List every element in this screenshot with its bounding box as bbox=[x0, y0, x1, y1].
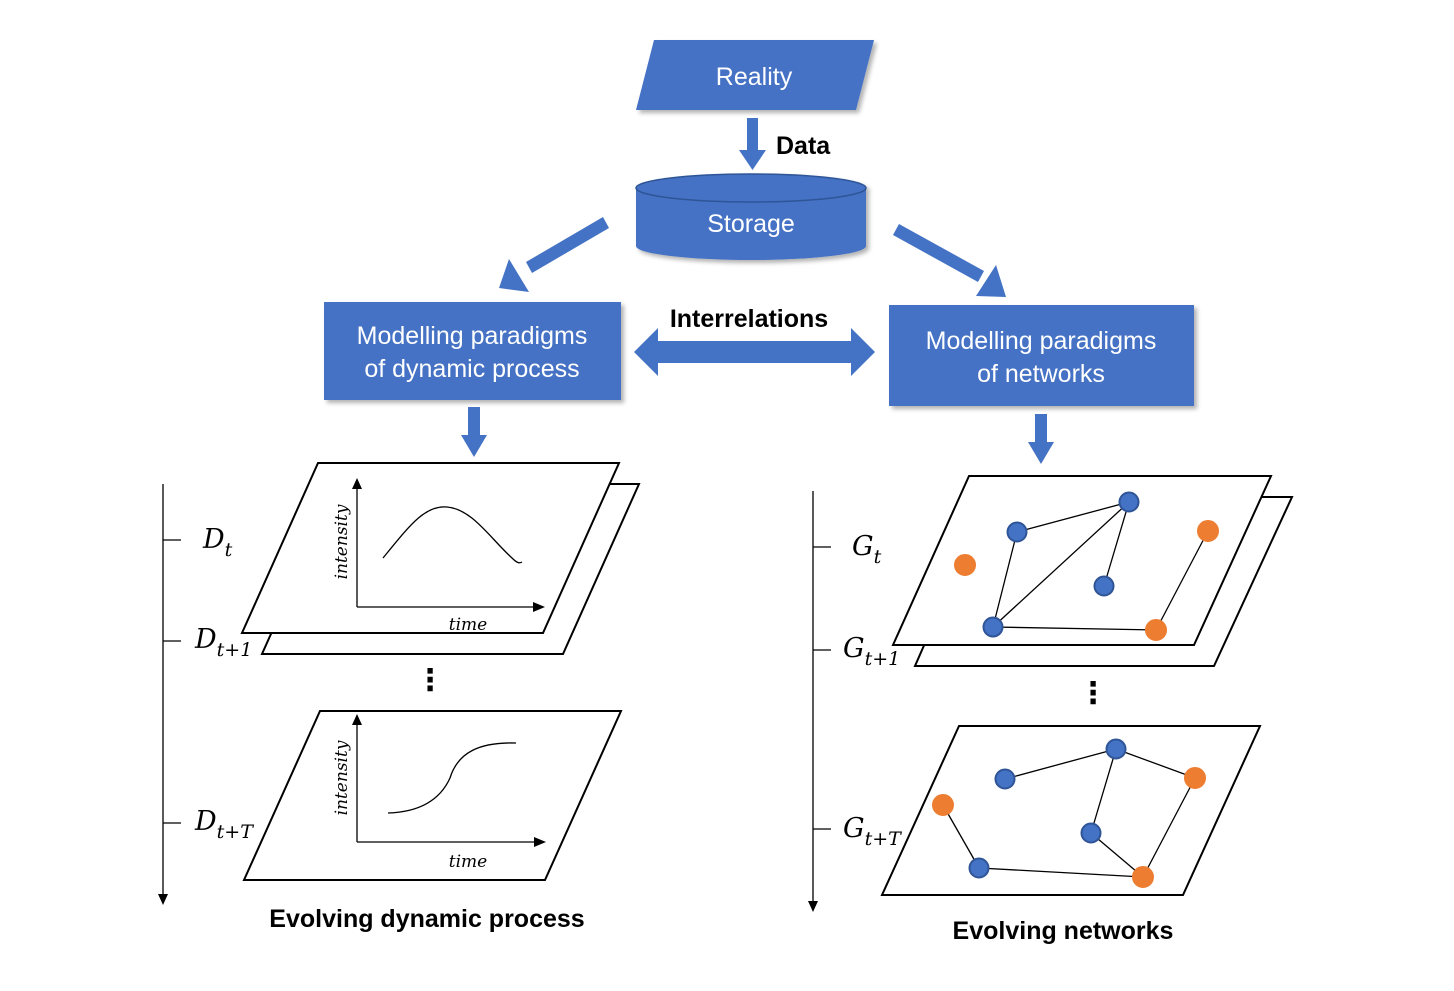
data-arrow bbox=[739, 118, 766, 170]
left-ellipsis: ⋮ bbox=[415, 663, 445, 698]
arrow-to-right-panel bbox=[1028, 414, 1054, 464]
left-front-sheet: time intensity bbox=[240, 462, 621, 635]
network-node bbox=[1132, 866, 1154, 888]
x-axis-label: time bbox=[449, 615, 487, 635]
reality-label: Reality bbox=[716, 63, 793, 91]
network-node bbox=[982, 616, 1004, 638]
right-layer-label-1: Gt bbox=[852, 531, 882, 568]
network-node bbox=[1184, 767, 1206, 789]
network-node bbox=[994, 768, 1016, 790]
reality-node: Reality bbox=[636, 40, 874, 110]
network-node bbox=[1145, 619, 1167, 641]
arrow-to-dynamic-process bbox=[499, 217, 609, 292]
interrelations-label: Interrelations bbox=[670, 305, 828, 333]
left-bottom-sheet: time intensity bbox=[242, 710, 623, 881]
arrow-to-networks bbox=[893, 224, 1006, 297]
right-layer-label-2: Gt+1 bbox=[843, 633, 900, 670]
network-node bbox=[1118, 491, 1140, 513]
right-front-sheet bbox=[891, 475, 1273, 646]
y-axis-label: intensity bbox=[332, 504, 352, 579]
dynamic-process-box: Modelling paradigms of dynamic process bbox=[324, 302, 621, 400]
interrelations-arrow bbox=[634, 328, 875, 376]
right-ellipsis: ⋮ bbox=[1078, 676, 1108, 711]
x-axis-label: time bbox=[449, 852, 487, 872]
data-label: Data bbox=[776, 132, 831, 160]
network-node bbox=[954, 554, 976, 576]
right-timeline bbox=[808, 491, 831, 912]
network-node bbox=[1105, 738, 1127, 760]
y-axis-label: intensity bbox=[332, 740, 352, 815]
networks-box: Modelling paradigms of networks bbox=[889, 305, 1194, 406]
left-layer-label-3: Dt+T bbox=[194, 806, 254, 843]
intensity-curve bbox=[387, 742, 517, 814]
right-caption: Evolving networks bbox=[953, 917, 1174, 945]
dynamic-process-label-line1: Modelling paradigms bbox=[357, 322, 588, 350]
network-node bbox=[1080, 822, 1102, 844]
left-caption: Evolving dynamic process bbox=[269, 905, 584, 933]
networks-label-line2: of networks bbox=[977, 360, 1105, 388]
network-node bbox=[1093, 575, 1115, 597]
network-node bbox=[932, 794, 954, 816]
network-node bbox=[1197, 520, 1219, 542]
right-bottom-sheet bbox=[880, 725, 1262, 896]
left-layer-label-2: Dt+1 bbox=[194, 624, 252, 661]
left-timeline bbox=[158, 484, 181, 905]
storage-label: Storage bbox=[707, 210, 795, 238]
network-node bbox=[968, 857, 990, 879]
right-layer-label-3: Gt+T bbox=[843, 813, 902, 850]
left-layer-label-1: Dt bbox=[202, 524, 233, 561]
dynamic-process-label-line2: of dynamic process bbox=[364, 355, 579, 383]
storage-node bbox=[635, 173, 867, 260]
intensity-curve bbox=[382, 506, 523, 564]
arrow-to-left-panel bbox=[461, 407, 487, 457]
networks-label-line1: Modelling paradigms bbox=[926, 327, 1157, 355]
network-node bbox=[1006, 521, 1028, 543]
